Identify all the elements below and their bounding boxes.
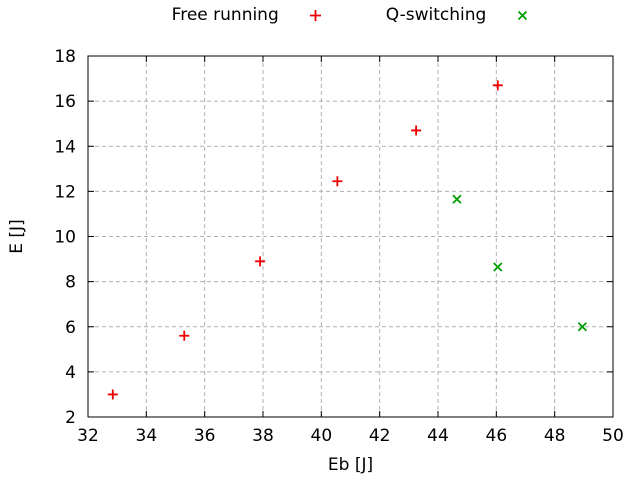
x-axis-label: Eb [J] xyxy=(328,455,373,475)
y-tick-label: 14 xyxy=(54,137,76,157)
data-point-cross xyxy=(493,262,503,272)
data-point-plus xyxy=(255,256,266,267)
x-tick-label: 46 xyxy=(486,426,508,446)
data-point-cross xyxy=(577,322,588,332)
legend-label-q-switching: Q-switching xyxy=(385,5,487,25)
y-tick-label: 12 xyxy=(54,182,76,202)
x-tick-label: 48 xyxy=(544,426,566,446)
x-tick-label: 36 xyxy=(194,426,216,446)
x-tick-label: 44 xyxy=(427,426,449,446)
legend-entry-free-running: Free running xyxy=(172,5,322,25)
y-tick-label: 6 xyxy=(65,318,76,338)
legend: Free running Q-switching xyxy=(88,3,613,27)
y-axis-label: E [J] xyxy=(7,219,27,253)
cross-marker-icon xyxy=(518,10,528,20)
legend-entry-q-switching: Q-switching xyxy=(386,5,530,25)
cross-marker-glyph xyxy=(518,10,528,20)
y-tick-label: 18 xyxy=(54,47,76,67)
data-point-cross xyxy=(452,194,462,204)
y-tick-label: 2 xyxy=(65,408,76,428)
plus-marker-glyph xyxy=(309,9,321,21)
data-point-plus xyxy=(492,80,503,91)
data-point-plus xyxy=(332,176,343,187)
y-tick-label: 16 xyxy=(54,92,76,112)
x-tick-label: 34 xyxy=(136,426,158,446)
x-tick-label: 42 xyxy=(369,426,391,446)
y-tick-label: 8 xyxy=(65,273,76,293)
x-tick-label: 40 xyxy=(311,426,333,446)
plus-marker-icon xyxy=(309,9,321,21)
data-point-plus xyxy=(179,330,190,341)
data-point-plus xyxy=(411,125,422,136)
legend-label-free-running: Free running xyxy=(171,5,279,25)
y-tick-label: 4 xyxy=(65,363,76,383)
x-tick-label: 38 xyxy=(252,426,274,446)
y-tick-label: 10 xyxy=(54,228,76,248)
x-tick-label: 50 xyxy=(602,426,624,446)
data-point-plus xyxy=(107,389,118,400)
x-tick-label: 32 xyxy=(77,426,99,446)
